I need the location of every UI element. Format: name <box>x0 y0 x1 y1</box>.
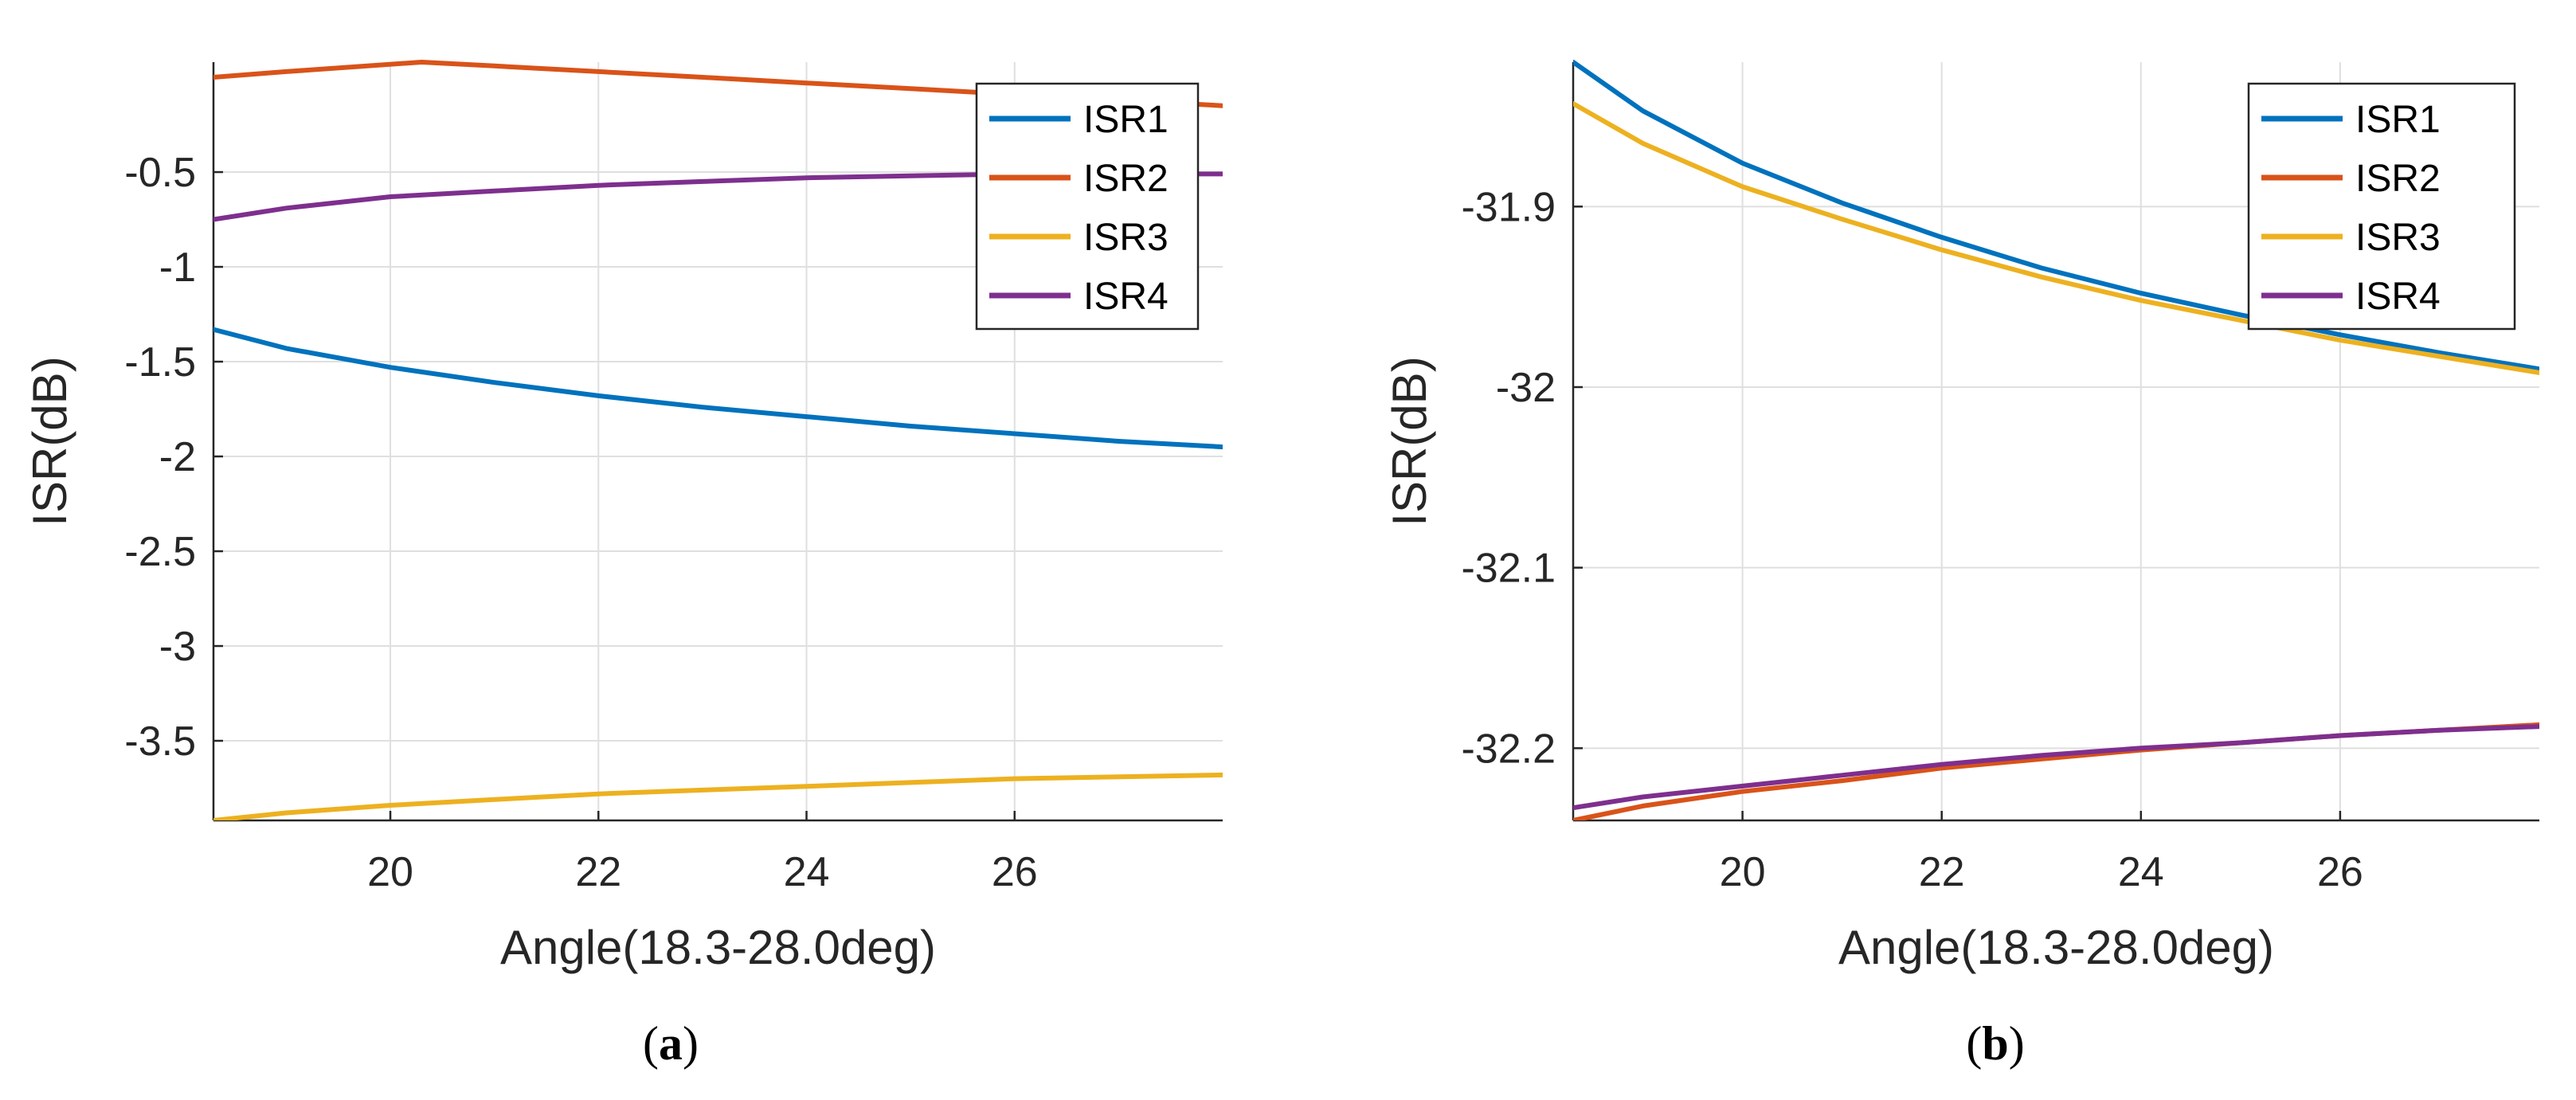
chart-a-y-tick-label: -3 <box>159 624 196 670</box>
chart-b-y-tick-label: -31.9 <box>1461 184 1556 230</box>
chart-b: 20 22 24 26 -31.9 -32 -32.1 -32.2 Angle(18.3-28.… <box>1383 60 2539 1070</box>
chart-a-panel-label-close: ) <box>683 1017 699 1070</box>
chart-a-legend-box <box>975 82 1200 331</box>
chart-a-panel-label-open: ( <box>643 1017 659 1070</box>
chart-b-panel-label-open: ( <box>1966 1017 1982 1070</box>
chart-a-x-axis-label: Angle(18.3-28.0deg) <box>500 921 936 974</box>
chart-a-legend-label-isr2: ISR2 <box>1083 158 1169 200</box>
chart-a-series-isr3 <box>213 772 1223 820</box>
chart-b-legend-label-isr2: ISR2 <box>2355 158 2441 200</box>
chart-a-y-axis-label: ISR(dB) <box>23 356 76 526</box>
chart-a-x-tick-label: 22 <box>575 849 621 895</box>
chart-b-x-tick-label: 22 <box>1919 849 1965 895</box>
chart-b-legend-box <box>2247 82 2516 331</box>
chart-b-series-isr1 <box>1573 60 2539 372</box>
chart-a-series-isr1 <box>213 327 1223 450</box>
chart-b-x-tick-label: 24 <box>2118 849 2164 895</box>
chart-b-y-tick-label: -32.1 <box>1461 546 1556 592</box>
chart-b-legend: ISR1 ISR2 ISR3 ISR4 <box>2247 82 2516 331</box>
chart-a-x-tick-label: 20 <box>367 849 413 895</box>
chart-a-panel-label: (a) <box>643 1017 699 1070</box>
chart-b-y-tick-label: -32 <box>1496 365 1556 411</box>
chart-b-x-tick-label: 26 <box>2317 849 2363 895</box>
chart-a-legend-label-isr3: ISR3 <box>1083 217 1169 259</box>
chart-b-legend-label-isr4: ISR4 <box>2355 276 2441 318</box>
chart-b-panel-label: (b) <box>1966 1017 2024 1070</box>
chart-b-y-tick-label: -32.2 <box>1461 726 1556 772</box>
chart-a: 20 22 24 26 -0.5 -1 -1.5 -2 -2.5 -3 -3.5 Angle(18.3… <box>23 60 1223 1070</box>
chart-b-legend-label-isr3: ISR3 <box>2355 217 2441 259</box>
chart-b-x-axis-label: Angle(18.3-28.0deg) <box>1838 921 2274 974</box>
chart-a-x-tick-label: 24 <box>784 849 830 895</box>
chart-a-panel-label-letter: a <box>659 1017 683 1070</box>
chart-a-y-tick-label: -3.5 <box>124 718 196 765</box>
chart-b-legend-label-isr1: ISR1 <box>2355 99 2441 141</box>
chart-a-legend-label-isr1: ISR1 <box>1083 99 1169 141</box>
chart-a-y-tick-label: -2.5 <box>124 529 196 575</box>
chart-a-legend-label-isr4: ISR4 <box>1083 276 1169 318</box>
chart-a-y-tick-label: -1 <box>159 245 196 291</box>
chart-b-x-tick-label: 20 <box>1720 849 1766 895</box>
chart-b-series-isr4 <box>1573 724 2539 811</box>
chart-b-series-isr3 <box>1573 101 2539 375</box>
chart-a-legend: ISR1 ISR2 ISR3 ISR4 <box>975 82 1200 331</box>
chart-a-y-tick-label: -2 <box>159 434 196 480</box>
chart-a-y-tick-label: -0.5 <box>124 150 196 196</box>
chart-b-panel-label-letter: b <box>1982 1017 2008 1070</box>
chart-a-y-tick-label: -1.5 <box>124 339 196 386</box>
chart-a-x-tick-label: 26 <box>992 849 1038 895</box>
chart-b-y-axis-label: ISR(dB) <box>1383 356 1436 526</box>
chart-b-panel-label-close: ) <box>2009 1017 2025 1070</box>
